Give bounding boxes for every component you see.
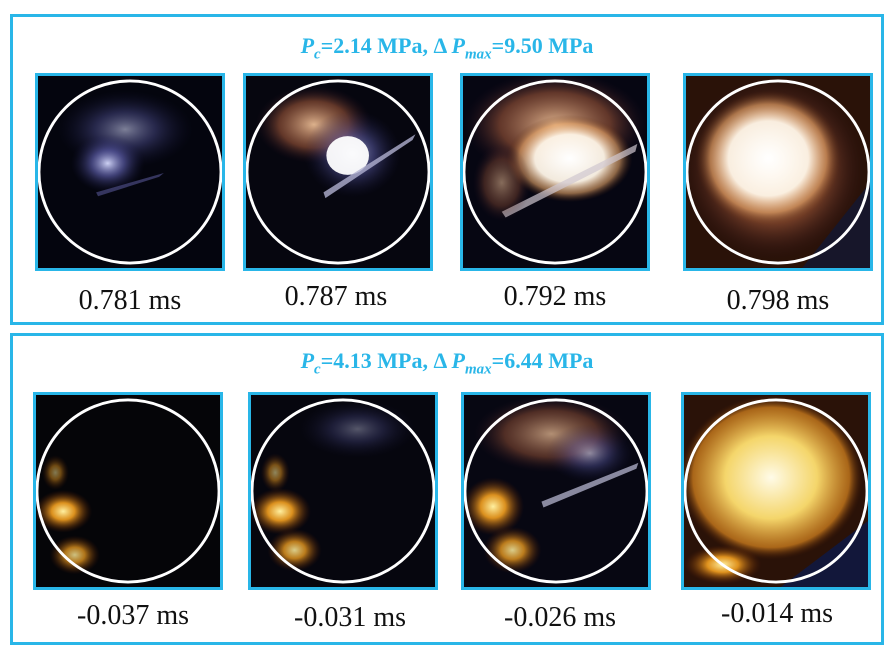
dp-subscript: max xyxy=(465,46,492,63)
pc-subscript: c xyxy=(314,361,321,378)
pc-subscript: c xyxy=(314,46,321,63)
pc-symbol: P xyxy=(300,33,315,58)
dp-symbol: P xyxy=(451,33,465,58)
frame-image xyxy=(681,392,871,590)
frame-image xyxy=(683,73,873,271)
frame-image xyxy=(248,392,438,590)
frame-time-label: 0.781 ms xyxy=(78,285,182,316)
frame-image xyxy=(33,392,223,590)
frame-time-label: 0.798 ms xyxy=(726,285,830,316)
panel-upper: Pc=2.14 MPa, Δ Pmax=9.50 MPa xyxy=(10,14,884,325)
delta-symbol: Δ xyxy=(433,348,447,373)
dp-subscript: max xyxy=(465,361,492,378)
pc-value: =2.14 MPa, xyxy=(320,33,434,58)
panel-lower: Pc=4.13 MPa, Δ Pmax=6.44 MPa xyxy=(10,333,884,645)
panel-title: Pc=4.13 MPa, Δ Pmax=6.44 MPa xyxy=(13,348,881,378)
pc-symbol: P xyxy=(300,348,315,373)
frame-time-label: -0.031 ms xyxy=(294,602,406,633)
dp-value: =9.50 MPa xyxy=(491,33,594,58)
frame-time-label: -0.037 ms xyxy=(77,600,189,631)
panel-title: Pc=2.14 MPa, Δ Pmax=9.50 MPa xyxy=(13,33,881,63)
frame-image xyxy=(460,73,650,271)
frame-image xyxy=(35,73,225,271)
pc-value: =4.13 MPa, xyxy=(320,348,434,373)
delta-symbol: Δ xyxy=(433,33,447,58)
frame-time-label: -0.026 ms xyxy=(504,602,616,633)
dp-symbol: P xyxy=(451,348,465,373)
dp-value: =6.44 MPa xyxy=(491,348,594,373)
frame-image xyxy=(243,73,433,271)
frame-time-label: 0.787 ms xyxy=(284,281,388,312)
frame-time-label: -0.014 ms xyxy=(721,598,833,629)
frame-time-label: 0.792 ms xyxy=(503,281,607,312)
frame-image xyxy=(461,392,651,590)
